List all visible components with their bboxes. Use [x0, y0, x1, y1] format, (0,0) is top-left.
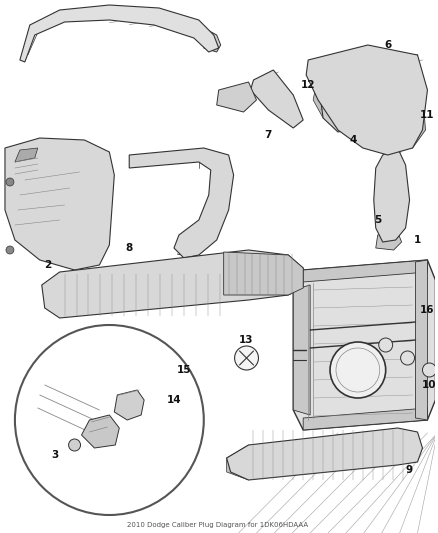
- Polygon shape: [224, 252, 303, 295]
- Polygon shape: [81, 415, 119, 448]
- Polygon shape: [129, 148, 233, 258]
- Text: 3: 3: [51, 450, 58, 460]
- Circle shape: [379, 338, 392, 352]
- Text: 7: 7: [265, 130, 272, 140]
- Polygon shape: [20, 5, 219, 62]
- Polygon shape: [313, 65, 363, 118]
- Circle shape: [330, 342, 386, 398]
- Polygon shape: [114, 390, 144, 420]
- Polygon shape: [374, 148, 410, 242]
- Text: 13: 13: [239, 335, 254, 345]
- Polygon shape: [376, 232, 402, 250]
- Polygon shape: [303, 408, 427, 430]
- Polygon shape: [42, 250, 303, 318]
- Circle shape: [6, 178, 14, 186]
- Polygon shape: [388, 80, 425, 148]
- Text: 6: 6: [384, 40, 391, 50]
- Text: 11: 11: [420, 110, 434, 120]
- Polygon shape: [303, 260, 427, 282]
- Text: 2: 2: [44, 260, 51, 270]
- Text: 14: 14: [166, 395, 181, 405]
- Text: 1: 1: [414, 235, 421, 245]
- Text: 16: 16: [420, 305, 434, 315]
- Polygon shape: [5, 138, 114, 270]
- Polygon shape: [226, 445, 248, 480]
- Text: 9: 9: [406, 465, 413, 475]
- Polygon shape: [293, 260, 435, 430]
- Circle shape: [401, 351, 414, 365]
- Text: 8: 8: [126, 243, 133, 253]
- Text: 5: 5: [374, 215, 381, 225]
- Text: 15: 15: [177, 365, 191, 375]
- Circle shape: [6, 246, 14, 254]
- Text: 12: 12: [301, 80, 315, 90]
- Text: 10: 10: [422, 380, 437, 390]
- Text: 4: 4: [349, 135, 357, 145]
- Circle shape: [69, 439, 81, 451]
- Circle shape: [235, 346, 258, 370]
- Polygon shape: [306, 45, 427, 155]
- Polygon shape: [293, 285, 310, 415]
- Polygon shape: [340, 68, 354, 82]
- Polygon shape: [217, 82, 257, 112]
- Polygon shape: [204, 28, 221, 52]
- Polygon shape: [320, 68, 363, 132]
- Circle shape: [423, 363, 436, 377]
- Polygon shape: [416, 260, 427, 420]
- Polygon shape: [251, 70, 303, 128]
- Text: 2010 Dodge Caliber Plug Diagram for 1DK06HDAAA: 2010 Dodge Caliber Plug Diagram for 1DK0…: [127, 522, 308, 528]
- Polygon shape: [15, 148, 38, 162]
- Polygon shape: [226, 428, 423, 480]
